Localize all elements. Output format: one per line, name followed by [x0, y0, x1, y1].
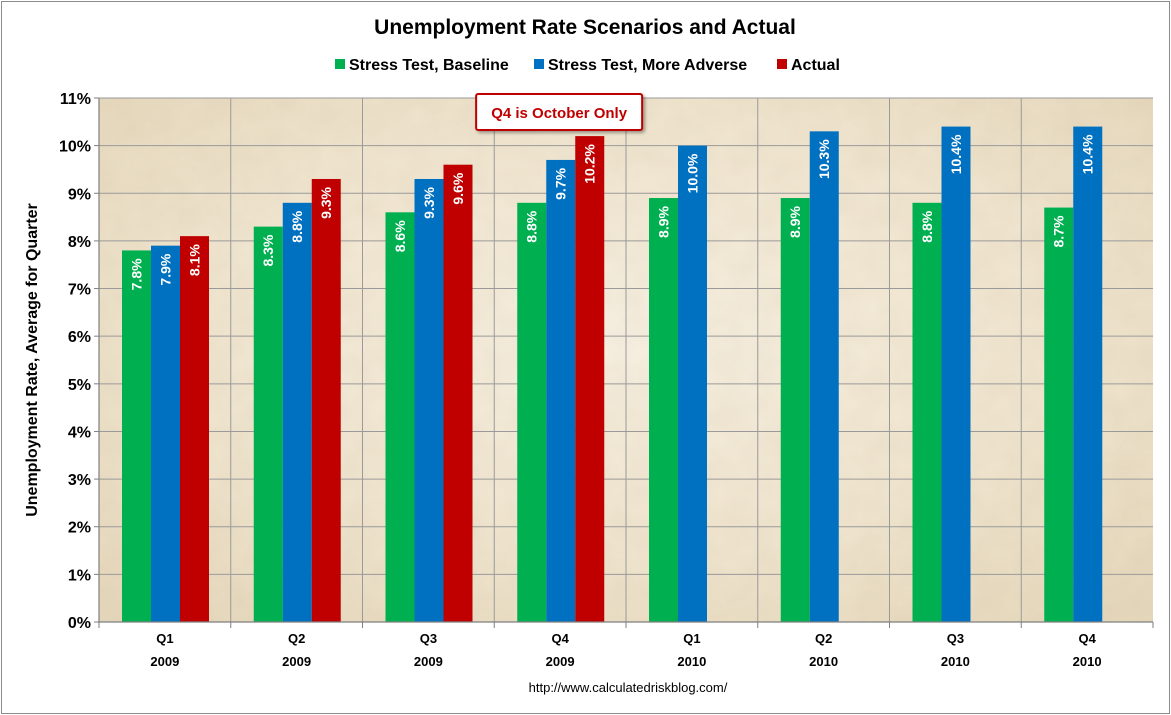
x-tick-label-year: 2010	[677, 654, 706, 669]
bar	[1044, 207, 1074, 622]
bar	[180, 236, 209, 623]
y-tick-label: 4%	[68, 424, 91, 441]
x-tick-label-quarter: Q2	[815, 631, 832, 646]
data-label: 9.7%	[553, 167, 569, 199]
y-tick-label: 10%	[59, 139, 91, 156]
data-label: 9.3%	[318, 186, 334, 218]
y-tick-label: 9%	[68, 186, 91, 203]
y-tick-label: 11%	[60, 91, 91, 108]
data-label: 10.4%	[1080, 134, 1096, 174]
data-label: 9.3%	[421, 186, 437, 218]
bar-labels: 7.8% 8.3% 8.6% 8.8% 8.9% 8.9% 8.8% 8.7% 7.9% 8.8%…	[129, 134, 1096, 290]
x-tick-label-quarter: Q2	[288, 631, 305, 646]
bar	[912, 202, 942, 623]
data-label: 8.9%	[656, 205, 672, 237]
y-tick-label: 2%	[68, 520, 91, 537]
data-label: 7.8%	[129, 258, 145, 290]
y-tick-label: 8%	[68, 234, 91, 251]
legend-label: Stress Test, Baseline	[349, 57, 509, 74]
x-tick-label-quarter: Q4	[1078, 631, 1096, 646]
x-tick-label-year: 2010	[809, 654, 838, 669]
legend-swatch	[534, 59, 544, 69]
data-label: 9.6%	[450, 172, 466, 204]
bar	[311, 178, 341, 622]
annotation-frame	[475, 93, 644, 131]
data-label: 8.8%	[919, 210, 935, 242]
data-label: 8.6%	[392, 220, 408, 252]
data-label: 8.1%	[187, 244, 203, 276]
bar	[414, 178, 444, 622]
data-label: 8.9%	[787, 205, 803, 237]
y-tick-label: 1%	[68, 567, 91, 584]
data-label: 8.7%	[1051, 215, 1067, 247]
x-tick-label-quarter: Q1	[156, 631, 173, 646]
bar	[649, 198, 678, 622]
x-tick-labels: Q1 2009 Q2 2009 Q3 2009 Q4 2009 Q1 2010 Q2 2010 Q3 20…	[150, 631, 1101, 669]
bar	[517, 202, 547, 623]
axes	[94, 97, 1154, 628]
annotation-text: Q4 is October Only	[491, 105, 628, 122]
annotation-box: Q4 is October Only	[475, 93, 644, 131]
legend-swatch	[777, 59, 787, 69]
x-tick-label-year: 2009	[282, 654, 311, 669]
bar	[443, 164, 473, 622]
legend-label: Actual	[791, 57, 840, 74]
data-label: 8.3%	[260, 234, 276, 266]
y-tick-label: 7%	[68, 282, 91, 299]
data-label: 10.4%	[948, 134, 964, 174]
y-tick-labels: 0% 1% 2% 3% 4% 5% 6% 7% 8% 9% 10% 11%	[59, 91, 91, 632]
bar	[809, 131, 839, 622]
x-tick-label-year: 2010	[941, 654, 970, 669]
legend: Stress Test, Baseline Stress Test, More A…	[335, 57, 840, 74]
bar	[780, 198, 810, 622]
bar	[282, 202, 312, 623]
x-tick-label-quarter: Q4	[551, 631, 569, 646]
bar	[253, 226, 283, 623]
bar	[151, 245, 180, 622]
data-label: 10.0%	[685, 153, 701, 193]
bars	[122, 126, 1103, 623]
x-tick-label-quarter: Q3	[947, 631, 964, 646]
x-tick-label-year: 2009	[414, 654, 443, 669]
bar	[941, 126, 971, 622]
x-tick-label-quarter: Q1	[683, 631, 700, 646]
data-label: 10.2%	[582, 144, 598, 184]
y-axis-label: Unemployment Rate, Average for Quarter	[24, 203, 41, 517]
data-label: 10.3%	[816, 139, 832, 179]
y-tick-label: 0%	[68, 615, 91, 632]
x-tick-label-year: 2009	[546, 654, 575, 669]
data-label: 8.8%	[289, 210, 305, 242]
legend-swatch	[335, 59, 345, 69]
bar	[1073, 126, 1103, 622]
data-label: 8.8%	[524, 210, 540, 242]
y-tick-label: 6%	[68, 329, 91, 346]
bar	[122, 250, 151, 622]
x-tick-label-year: 2010	[1073, 654, 1102, 669]
legend-label: Stress Test, More Adverse	[548, 57, 747, 74]
x-tick-label-year: 2009	[150, 654, 179, 669]
x-tick-label-quarter: Q3	[420, 631, 437, 646]
y-tick-label: 5%	[68, 377, 91, 394]
bar	[678, 145, 707, 623]
y-tick-label: 3%	[68, 472, 91, 489]
data-label: 7.9%	[158, 253, 174, 285]
bar	[546, 159, 576, 622]
source-url: http://www.calculatedriskblog.com/	[529, 680, 728, 695]
bar	[575, 136, 605, 623]
chart-title: Unemployment Rate Scenarios and Actual	[374, 16, 796, 39]
bar	[385, 212, 415, 622]
